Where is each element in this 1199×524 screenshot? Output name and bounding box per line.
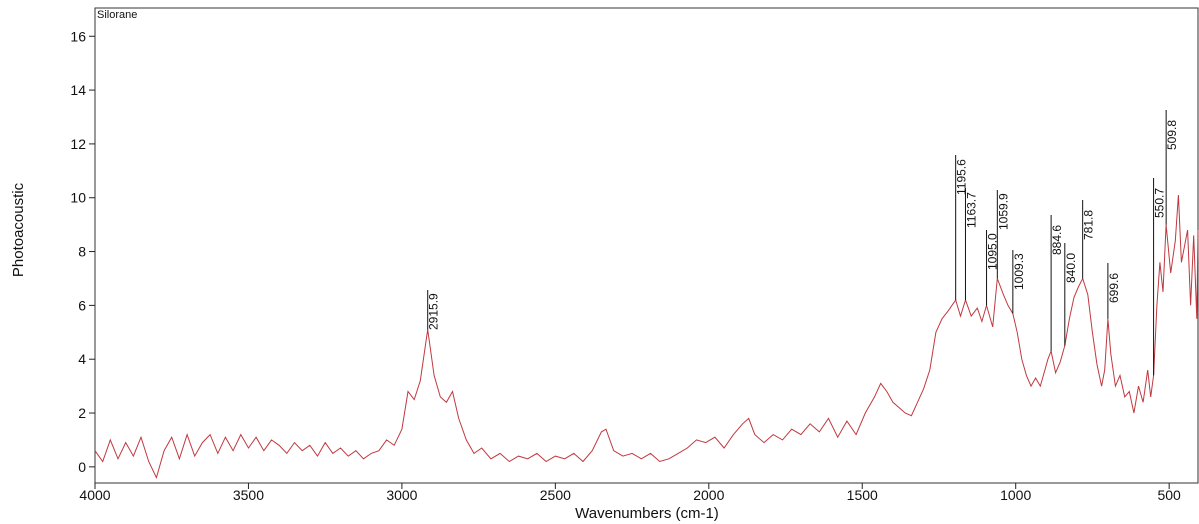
peak-label: 1095.0	[986, 233, 1000, 270]
y-tick-label: 8	[78, 244, 86, 260]
y-axis-title: Photoacoustic	[10, 182, 27, 277]
y-tick-label: 2	[78, 405, 86, 421]
x-tick-label: 500	[1157, 487, 1181, 503]
x-tick-label: 1000	[1000, 487, 1031, 503]
peak-label: 2915.9	[427, 293, 441, 330]
y-tick-label: 6	[78, 297, 86, 313]
x-tick-label: 2000	[693, 487, 724, 503]
peak-label: 840.0	[1064, 253, 1078, 283]
peak-label: 1009.3	[1012, 253, 1026, 290]
peak-label: 1163.7	[964, 192, 978, 228]
y-tick-label: 16	[70, 28, 86, 44]
y-tick-label: 10	[70, 190, 86, 206]
peak-label: 1195.6	[955, 159, 969, 195]
spectrum-line	[94, 194, 1199, 480]
peak-label: 509.8	[1165, 120, 1179, 150]
x-tick-label: 3500	[233, 487, 264, 503]
peak-label: 884.6	[1050, 225, 1064, 255]
y-tick-label: 14	[70, 82, 86, 98]
peak-label: 781.8	[1082, 210, 1096, 240]
x-tick-label: 4000	[79, 487, 110, 503]
x-tick-label: 2500	[540, 487, 571, 503]
plot-frame	[94, 7, 1199, 484]
peak-label: 550.7	[1153, 188, 1167, 218]
y-tick-label: 12	[70, 136, 86, 152]
x-axis-title: Wavenumbers (cm-1)	[575, 505, 719, 522]
peak-label: 699.6	[1107, 273, 1121, 303]
x-tick-label: 1500	[847, 487, 878, 503]
chart-title: Silorane	[97, 9, 137, 21]
y-tick-label: 4	[78, 351, 86, 367]
y-tick-label: 0	[78, 459, 86, 475]
x-tick-label: 3000	[386, 487, 417, 503]
peak-label: 1059.9	[996, 193, 1010, 230]
